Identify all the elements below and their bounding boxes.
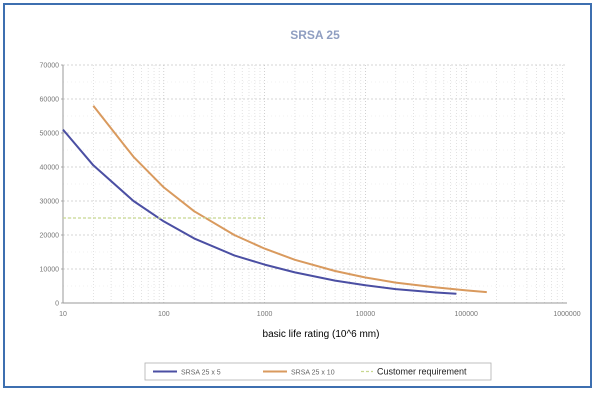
series-line-1: [62, 128, 457, 295]
series-line-2: [92, 105, 487, 294]
chart-frame: 0 10000 20000 30000 40000 50000 60000 70000 10 1…: [3, 3, 592, 388]
y-tick-label: 0: [55, 301, 59, 308]
legend-label-2: SRSA 25 x 10: [291, 370, 335, 377]
x-ticks: 10 100 1000 10000 100000 1000000: [59, 311, 581, 318]
x-tick-label: 10: [59, 311, 67, 318]
chart-title: SRSA 25: [290, 28, 340, 42]
y-tick-label: 70000: [40, 63, 60, 70]
y-tick-label: 30000: [40, 199, 60, 206]
legend-label-1: SRSA 25 x 5: [181, 370, 221, 377]
axes: [62, 65, 567, 304]
y-tick-label: 10000: [40, 267, 60, 274]
x-tick-label: 100: [158, 311, 170, 318]
y-tick-label: 40000: [40, 165, 60, 172]
legend-label-3: Customer requirement: [377, 367, 467, 377]
y-tick-label: 60000: [40, 97, 60, 104]
x-tick-label: 1000000: [553, 311, 580, 318]
y-ticks: 0 10000 20000 30000 40000 50000 60000 70000: [40, 63, 63, 308]
grid: [62, 64, 567, 303]
legend: SRSA 25 x 5 SRSA 25 x 10 Customer requirem…: [144, 362, 492, 381]
legend-box: [144, 362, 492, 381]
series-group: [62, 105, 487, 295]
y-tick-label: 50000: [40, 131, 60, 138]
y-tick-label: 20000: [40, 233, 60, 240]
x-tick-label: 1000: [257, 311, 273, 318]
x-tick-label: 100000: [455, 311, 478, 318]
x-axis-label: basic life rating (10^6 mm): [263, 329, 380, 340]
x-tick-label: 10000: [356, 311, 376, 318]
